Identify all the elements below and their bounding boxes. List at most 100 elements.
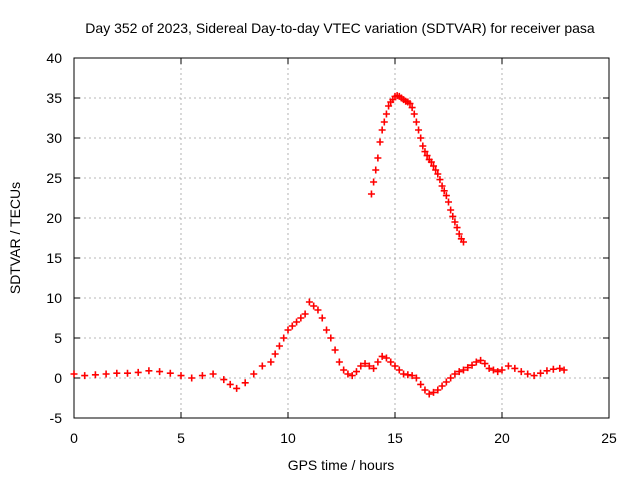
data-point <box>233 384 241 392</box>
data-point <box>372 166 380 174</box>
data-point <box>430 388 438 396</box>
data-point <box>314 306 322 314</box>
data-point <box>489 366 497 374</box>
data-point <box>404 371 412 379</box>
data-point <box>367 190 375 198</box>
data-point <box>357 362 365 370</box>
data-point <box>511 364 519 372</box>
data-point <box>517 368 525 376</box>
data-point <box>438 382 446 390</box>
data-point <box>438 182 446 190</box>
data-point <box>310 302 318 310</box>
data-point <box>297 314 305 322</box>
data-point <box>537 369 545 377</box>
data-point <box>301 310 309 318</box>
data-point <box>226 380 234 388</box>
data-point <box>177 372 185 380</box>
data-point <box>327 334 335 342</box>
data-point <box>271 350 279 358</box>
data-point <box>280 334 288 342</box>
data-point <box>241 379 249 387</box>
data-point <box>421 386 429 394</box>
data-point <box>498 366 506 374</box>
data-point <box>549 365 557 373</box>
data-point <box>305 298 313 306</box>
data-point <box>370 178 378 186</box>
data-point <box>188 374 196 382</box>
data-point <box>374 154 382 162</box>
data-point <box>387 358 395 366</box>
data-point <box>91 371 99 379</box>
y-tick-label: 10 <box>46 290 62 306</box>
chart-title: Day 352 of 2023, Sidereal Day-to-day VTE… <box>85 20 595 36</box>
data-point <box>166 369 174 377</box>
data-point <box>430 162 438 170</box>
data-point <box>258 362 266 370</box>
data-point <box>417 134 425 142</box>
grid-lines <box>74 58 609 418</box>
data-point <box>427 158 435 166</box>
data-point <box>156 368 164 376</box>
series-1 <box>70 298 568 398</box>
data-point <box>408 104 416 112</box>
data-point <box>447 206 455 214</box>
data-point <box>434 170 442 178</box>
data-point <box>421 148 429 156</box>
data-point <box>472 358 480 366</box>
data-point <box>124 369 131 377</box>
data-point <box>382 110 390 118</box>
data-point <box>70 370 78 378</box>
data-point <box>293 318 301 326</box>
data-point <box>323 326 331 334</box>
data-point <box>145 367 153 375</box>
data-point <box>459 238 467 246</box>
y-tick-label: 25 <box>46 170 62 186</box>
data-point <box>412 118 420 126</box>
data-point <box>352 368 360 376</box>
data-point <box>408 372 416 380</box>
data-point <box>451 218 459 226</box>
data-point <box>340 366 348 374</box>
data-point <box>385 102 393 110</box>
data-point <box>378 352 386 360</box>
data-point <box>335 358 343 366</box>
y-axis-label: SDTVAR / TECUs <box>7 182 23 294</box>
x-axis-label: GPS time / hours <box>288 457 395 473</box>
data-point <box>459 366 467 374</box>
data-point <box>348 372 356 380</box>
y-tick-label: 15 <box>46 250 62 266</box>
data-point <box>391 362 399 370</box>
y-tick-label: 40 <box>46 50 62 66</box>
data-point <box>318 314 326 322</box>
x-tick-label: 10 <box>280 430 296 446</box>
data-point <box>453 224 461 232</box>
plot-frame <box>73 57 610 419</box>
data-point <box>250 370 258 378</box>
data-point <box>504 362 512 370</box>
data-point <box>331 346 339 354</box>
data-point <box>560 366 568 374</box>
x-tick-label: 20 <box>494 430 510 446</box>
data-point <box>442 192 450 200</box>
data-point <box>209 370 217 378</box>
series-2 <box>367 92 467 246</box>
data-point <box>198 372 206 380</box>
data-point <box>378 126 386 134</box>
y-tick-label: -5 <box>50 410 63 426</box>
data-point <box>434 386 442 394</box>
data-point <box>468 361 476 369</box>
data-point <box>485 364 493 372</box>
data-point <box>395 366 403 374</box>
data-point <box>412 374 420 382</box>
data-point <box>370 364 378 372</box>
data-point <box>415 126 423 134</box>
data-point <box>267 358 275 366</box>
y-tick-label: 30 <box>46 130 62 146</box>
data-point <box>361 360 369 368</box>
data-point <box>113 369 121 377</box>
data-point <box>410 110 418 118</box>
data-point <box>440 187 448 195</box>
data-point <box>423 152 431 160</box>
x-tick-label: 0 <box>70 430 78 446</box>
data-point <box>134 368 142 376</box>
